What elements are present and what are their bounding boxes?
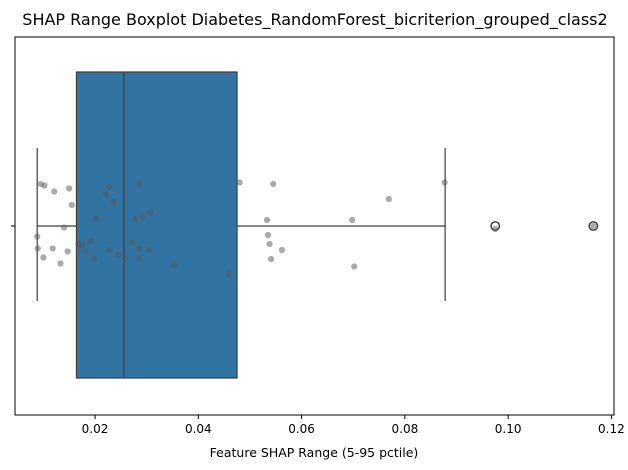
plot-area (11, 36, 615, 416)
data-point (92, 215, 100, 222)
data-point (90, 255, 98, 263)
chart-title: SHAP Range Boxplot Diabetes_RandomForest… (22, 10, 607, 30)
data-point (34, 233, 41, 240)
x-tick-label: 0.06 (288, 422, 315, 436)
x-tick-label: 0.04 (185, 422, 212, 436)
data-point (349, 216, 356, 224)
data-point (49, 245, 56, 252)
data-point (268, 255, 275, 263)
data-point (64, 248, 71, 255)
outlier-point (588, 221, 599, 231)
x-tick-label: 0.02 (82, 422, 109, 436)
data-point (236, 179, 243, 186)
data-point (590, 222, 597, 230)
data-point (135, 245, 142, 252)
data-point (57, 260, 64, 267)
data-point (139, 213, 146, 221)
data-point (106, 246, 113, 254)
data-point (68, 201, 75, 209)
data-point (40, 254, 47, 261)
data-point (51, 188, 58, 195)
data-point (263, 216, 271, 224)
data-point (351, 263, 358, 270)
data-point (270, 180, 277, 188)
data-point (87, 237, 94, 245)
data-point (441, 179, 448, 186)
data-point (170, 261, 178, 269)
data-point (146, 246, 153, 254)
data-point (385, 195, 392, 203)
data-point (110, 198, 117, 206)
data-point (135, 255, 143, 263)
data-point (225, 270, 232, 278)
x-tick-label: 0.08 (392, 422, 419, 436)
data-point (278, 246, 286, 254)
x-tick-label: 0.10 (495, 422, 522, 436)
data-point (492, 225, 499, 233)
x-tick-label: 0.12 (598, 422, 625, 436)
box-iqr (75, 71, 238, 379)
data-point (115, 251, 122, 258)
data-point (132, 215, 139, 222)
data-point (66, 185, 73, 192)
data-point (264, 231, 272, 239)
data-point (34, 245, 41, 252)
data-point (147, 209, 154, 216)
data-point (82, 248, 89, 255)
data-point (41, 182, 48, 189)
data-point (79, 242, 86, 249)
data-point (129, 239, 136, 246)
data-point (266, 240, 273, 248)
data-point (60, 224, 68, 231)
x-axis: 0.02 0.04 0.06 0.08 0.10 0.12 (82, 415, 625, 436)
data-point (121, 255, 129, 263)
data-point (102, 191, 109, 198)
data-point (135, 180, 142, 188)
x-axis-label: Feature SHAP Range (5-95 pctile) (210, 445, 419, 460)
data-point (105, 183, 113, 191)
